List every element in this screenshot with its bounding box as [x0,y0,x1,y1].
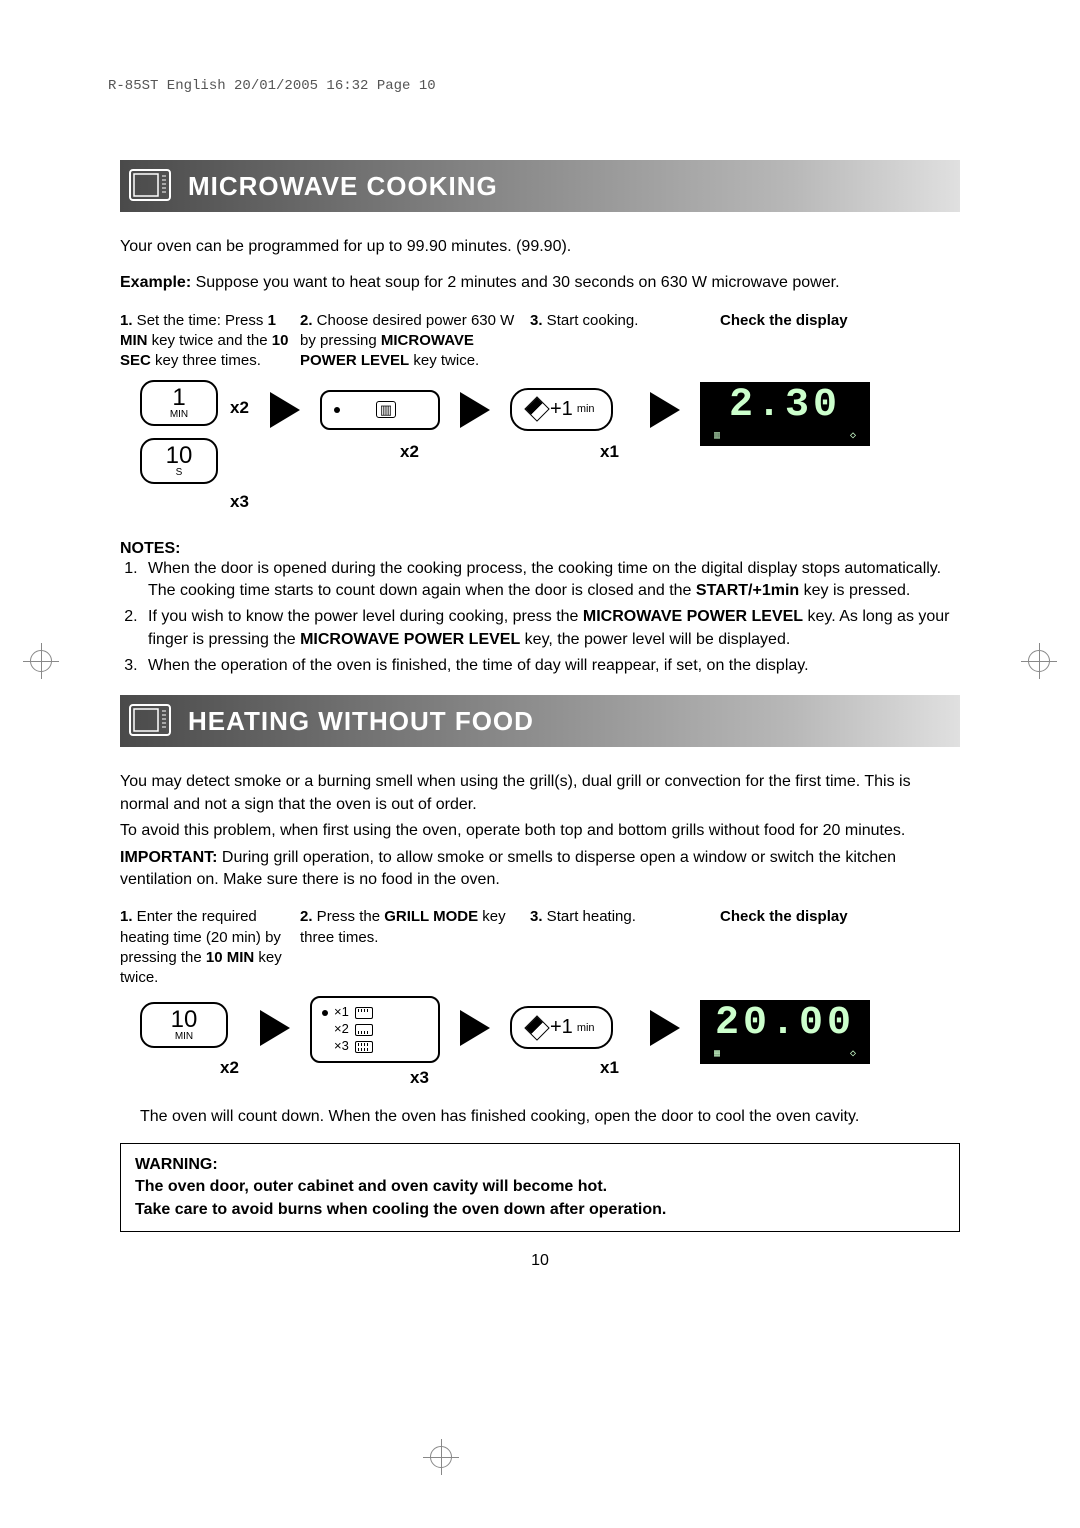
steps-row-2: 1. Enter the required heating time (20 m… [120,907,960,988]
start-diamond-icon [524,396,549,421]
step-1: 1. Set the time: Press 1 MIN key twice a… [120,311,290,372]
registration-mark-left [30,650,52,672]
step-1: 1. Enter the required heating time (20 m… [120,907,290,988]
check-display: Check the display [720,907,960,988]
arrow-icon [460,1010,490,1046]
note-3: When the operation of the oven is finish… [142,655,960,677]
step-3: 3. Start heating. [530,907,710,988]
registration-mark-bottom [430,1446,452,1468]
key-10s: 10 S [140,438,218,484]
section-title: MICROWAVE COOKING [188,171,498,202]
example-text: Example: Suppose you want to heat soup f… [120,272,960,294]
grill-bottom-icon [355,1024,373,1036]
warning-box: WARNING: The oven door, outer cabinet an… [120,1143,960,1232]
power-level-key: ▥ [320,390,440,430]
arrow-icon [650,1010,680,1046]
x2-label: x2 [230,398,249,418]
steps-row-1: 1. Set the time: Press 1 MIN key twice a… [120,311,960,372]
heating-p1: You may detect smoke or a burning smell … [120,771,960,816]
check-display: Check the display [720,311,960,372]
after-text: The oven will count down. When the oven … [140,1106,960,1128]
section-header-heating: HEATING WITHOUT FOOD [120,695,960,747]
notes-list: When the door is opened during the cooki… [120,558,960,678]
section-title: HEATING WITHOUT FOOD [188,706,534,737]
x3-label: x3 [230,492,249,512]
microwave-icon [120,695,180,747]
lcd-display: 2.30 ▥◇ [700,382,870,446]
note-2: If you wish to know the power level duri… [142,606,960,651]
heating-p2: To avoid this problem, when first using … [120,820,960,842]
x1-label: x1 [600,1058,619,1078]
key-10min: 10 MIN [140,1002,228,1048]
step-3: 3. Start cooking. [530,311,710,372]
grill-top-icon [355,1007,373,1019]
arrow-icon [650,392,680,428]
lcd-display: 20.00 ▦◇ [700,1000,870,1064]
x1-label: x1 [600,442,619,462]
key-1min: 1 MIN [140,380,218,426]
arrow-icon [260,1010,290,1046]
grill-mode-key: ×1 ×2 ×3 [310,996,440,1063]
start-diamond-icon [524,1015,549,1040]
note-1: When the door is opened during the cooki… [142,558,960,603]
diagram-1: 1 MIN x2 10 S x3 ▥ x2 +1min x1 2.30 ▥◇ [120,380,960,530]
step-2: 2. Press the GRILL MODE key three times. [300,907,520,988]
start-key: +1min [510,1006,613,1049]
arrow-icon [460,392,490,428]
x3-label: x3 [410,1068,429,1088]
grill-both-icon [355,1041,373,1053]
intro-text: Your oven can be programmed for up to 99… [120,236,960,258]
section-header-microwave: MICROWAVE COOKING [120,160,960,212]
diagram-2: 10 MIN x2 ×1 ×2 ×3 x3 +1min x1 20.00 ▦◇ [120,996,960,1096]
x2-label: x2 [220,1058,239,1078]
print-header: R-85ST English 20/01/2005 16:32 Page 10 [108,78,436,94]
microwave-power-icon: ▥ [376,401,396,418]
start-key: +1min [510,388,613,431]
microwave-icon [120,160,180,212]
registration-mark-right [1028,650,1050,672]
arrow-icon [270,392,300,428]
page-number: 10 [120,1252,960,1270]
x2-label-power: x2 [400,442,419,462]
step-2: 2. Choose desired power 630 W by pressin… [300,311,520,372]
heating-p3: IMPORTANT: During grill operation, to al… [120,847,960,892]
notes-heading: NOTES: [120,540,960,558]
